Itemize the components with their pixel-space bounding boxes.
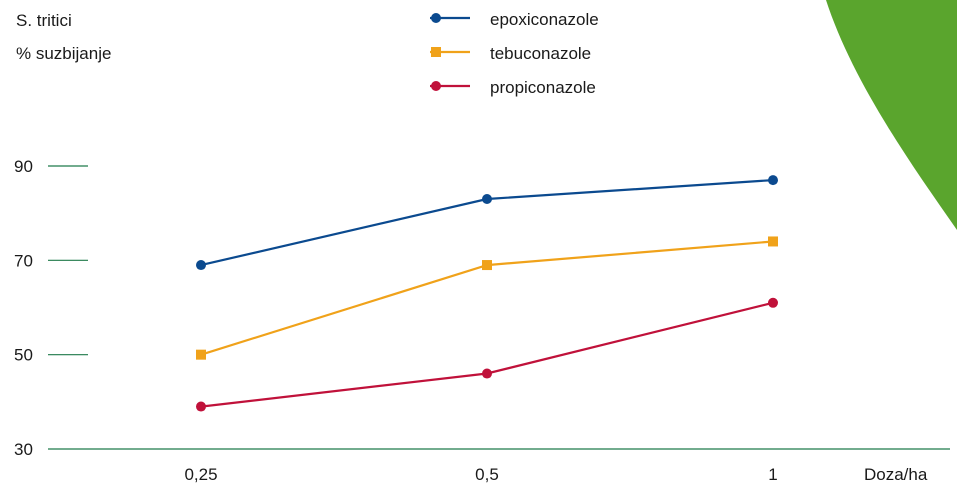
legend-label: propiconazole (490, 78, 596, 97)
legend-item: propiconazole (430, 78, 596, 97)
data-point (196, 260, 206, 271)
x-tick-label: 0,5 (475, 465, 499, 484)
legend-marker (431, 13, 441, 23)
legend-item: epoxiconazole (430, 10, 599, 29)
y-tick-label: 30 (14, 440, 33, 459)
data-point (768, 297, 778, 308)
data-point (768, 236, 778, 247)
series-line (200, 240, 774, 356)
series-epoxiconazole (196, 175, 778, 271)
x-tick-label: 0,25 (184, 465, 217, 484)
legend-item: tebuconazole (430, 44, 591, 63)
x-axis-label: Doza/ha (864, 465, 928, 484)
y-axis: 90 70 50 30 (14, 157, 88, 459)
data-point (482, 368, 492, 379)
y-tick-label: 70 (14, 251, 33, 270)
legend-label: epoxiconazole (490, 10, 599, 29)
data-point (196, 401, 206, 412)
legend-marker (431, 47, 441, 57)
data-point (768, 175, 778, 186)
legend-marker (431, 81, 441, 91)
series-tebuconazole (196, 236, 778, 360)
y-tick-label: 90 (14, 157, 33, 176)
y-axis-label-line1: S. tritici (16, 11, 72, 30)
x-tick-label: 1 (768, 465, 777, 484)
y-axis-label-line2: % suzbijanje (16, 44, 111, 63)
data-point (482, 260, 492, 271)
series-line (200, 179, 774, 267)
series-propiconazole (196, 297, 778, 412)
x-axis-ticks: 0,25 0,5 1 (184, 465, 777, 484)
series-layer (196, 175, 778, 412)
legend: epoxiconazole tebuconazole propiconazole (430, 10, 599, 97)
legend-label: tebuconazole (490, 44, 591, 63)
data-point (482, 194, 492, 205)
y-tick-label: 50 (14, 346, 33, 365)
data-point (196, 349, 206, 360)
series-line (200, 301, 774, 408)
green-corner-decoration (826, 0, 957, 230)
